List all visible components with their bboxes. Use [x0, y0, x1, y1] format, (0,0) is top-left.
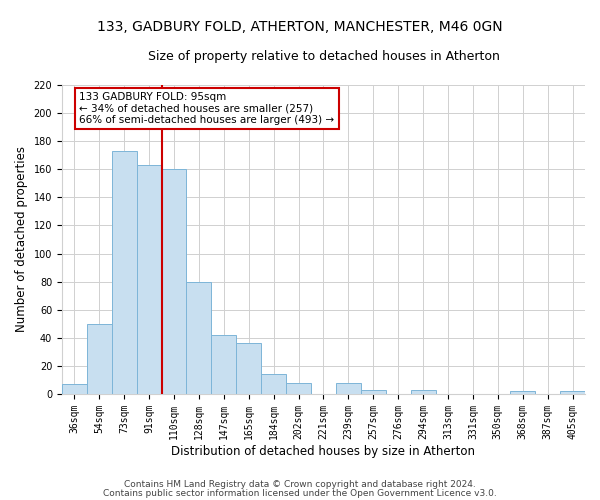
X-axis label: Distribution of detached houses by size in Atherton: Distribution of detached houses by size … — [172, 444, 475, 458]
Title: Size of property relative to detached houses in Atherton: Size of property relative to detached ho… — [148, 50, 499, 63]
Bar — [361, 390, 386, 394]
Text: 133 GADBURY FOLD: 95sqm
← 34% of detached houses are smaller (257)
66% of semi-d: 133 GADBURY FOLD: 95sqm ← 34% of detache… — [79, 92, 334, 125]
Bar — [236, 344, 261, 394]
Text: Contains public sector information licensed under the Open Government Licence v3: Contains public sector information licen… — [103, 488, 497, 498]
Bar — [62, 384, 87, 394]
Y-axis label: Number of detached properties: Number of detached properties — [15, 146, 28, 332]
Bar — [286, 382, 311, 394]
Bar — [187, 282, 211, 394]
Bar — [261, 374, 286, 394]
Bar — [211, 335, 236, 394]
Bar — [336, 382, 361, 394]
Text: 133, GADBURY FOLD, ATHERTON, MANCHESTER, M46 0GN: 133, GADBURY FOLD, ATHERTON, MANCHESTER,… — [97, 20, 503, 34]
Text: Contains HM Land Registry data © Crown copyright and database right 2024.: Contains HM Land Registry data © Crown c… — [124, 480, 476, 489]
Bar — [87, 324, 112, 394]
Bar — [560, 391, 585, 394]
Bar — [161, 170, 187, 394]
Bar — [137, 165, 161, 394]
Bar — [510, 391, 535, 394]
Bar — [112, 151, 137, 394]
Bar — [410, 390, 436, 394]
